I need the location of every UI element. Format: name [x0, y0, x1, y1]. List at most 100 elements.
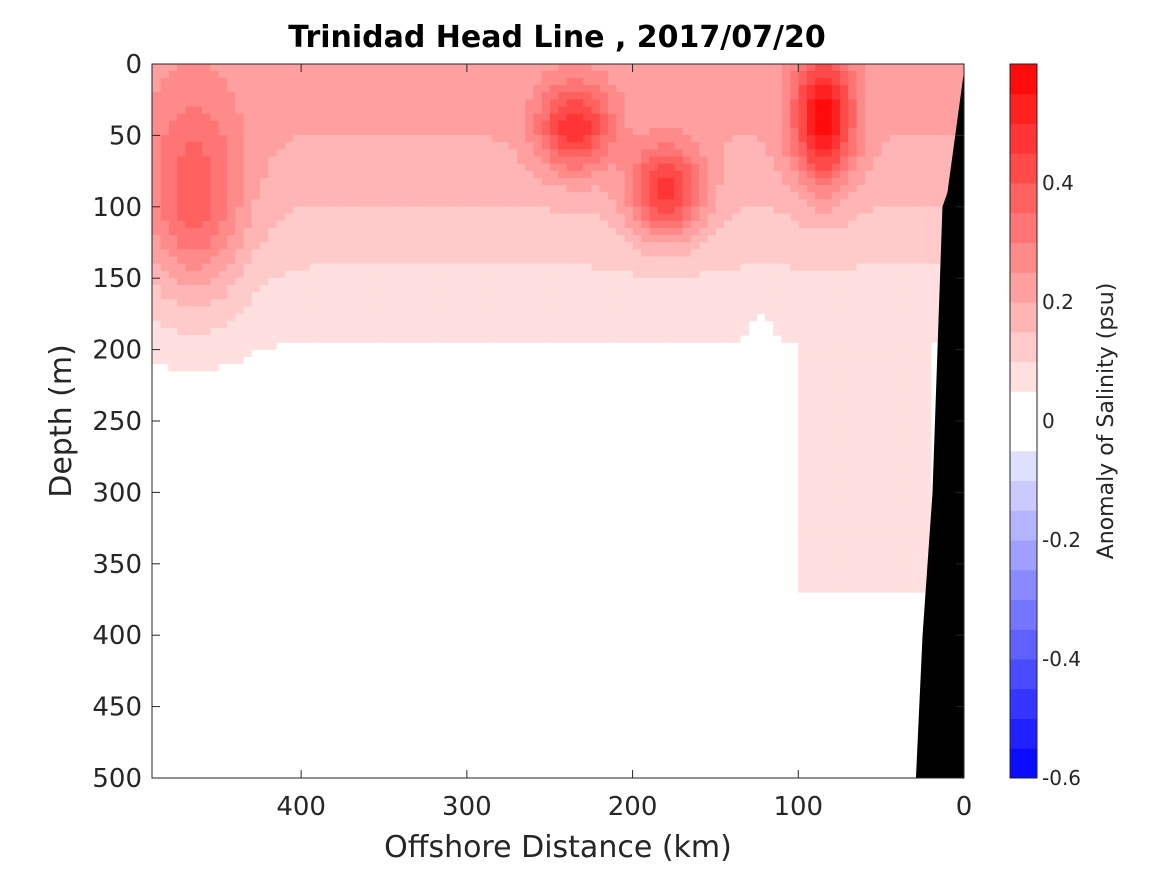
contour-cell	[864, 170, 874, 179]
contour-cell	[872, 406, 882, 415]
contour-cell	[855, 534, 865, 543]
contour-cell	[855, 177, 865, 186]
contour-cell	[922, 370, 932, 379]
contour-cell	[806, 449, 816, 457]
contour-cell	[640, 85, 650, 93]
contour-cell	[897, 456, 907, 465]
contour-cell	[300, 220, 310, 229]
contour-cell	[275, 285, 285, 293]
contour-cell	[284, 163, 294, 172]
contour-cell	[623, 242, 633, 250]
contour-cell	[425, 335, 435, 343]
contour-cell	[822, 306, 832, 315]
contour-cell	[524, 285, 534, 293]
contour-cell	[847, 142, 857, 150]
contour-cell	[433, 149, 443, 158]
contour-cell	[806, 370, 816, 379]
contour-cell	[391, 256, 401, 265]
contour-cell	[657, 149, 667, 158]
contour-cell	[889, 185, 899, 193]
contour-cell	[847, 199, 857, 208]
contour-cell	[499, 306, 509, 315]
contour-cell	[880, 470, 890, 479]
contour-cell	[905, 492, 915, 500]
contour-cell	[474, 106, 484, 115]
contour-cell	[797, 285, 807, 293]
contour-cell	[449, 120, 459, 129]
contour-cell	[342, 277, 352, 286]
contour-cell	[184, 135, 194, 143]
contour-cell	[797, 327, 807, 336]
contour-cell	[822, 277, 832, 286]
contour-cell	[400, 106, 410, 115]
contour-cell	[574, 242, 584, 250]
contour-cell	[938, 99, 948, 108]
contour-cell	[889, 527, 899, 536]
contour-cell	[847, 99, 857, 108]
contour-cell	[433, 285, 443, 293]
contour-cell	[325, 242, 335, 250]
contour-cell	[715, 277, 725, 286]
contour-cell	[897, 534, 907, 543]
contour-cell	[922, 342, 932, 350]
contour-cell	[773, 249, 783, 258]
contour-cell	[433, 127, 443, 136]
contour-cell	[764, 306, 774, 315]
contour-cell	[847, 420, 857, 429]
contour-cell	[905, 206, 915, 215]
contour-cell	[159, 77, 169, 86]
contour-cell	[425, 277, 435, 286]
contour-cell	[905, 149, 915, 158]
contour-cell	[814, 177, 824, 186]
contour-cell	[673, 70, 683, 79]
contour-cell	[483, 170, 493, 179]
contour-cell	[217, 285, 227, 293]
contour-cell	[723, 135, 733, 143]
contour-cell	[383, 106, 393, 115]
contour-cell	[756, 149, 766, 158]
contour-cell	[201, 213, 211, 222]
contour-cell	[781, 149, 791, 158]
contour-cell	[922, 434, 932, 443]
contour-cell	[350, 242, 360, 250]
contour-cell	[731, 120, 741, 129]
contour-cell	[913, 556, 923, 565]
contour-cell	[723, 85, 733, 93]
contour-cell	[632, 185, 642, 193]
contour-cell	[889, 420, 899, 429]
contour-cell	[350, 285, 360, 293]
contour-cell	[193, 192, 203, 200]
contour-cell	[764, 156, 774, 165]
contour-cell	[872, 156, 882, 165]
contour-cell	[889, 449, 899, 457]
contour-cell	[822, 149, 832, 158]
contour-cell	[524, 292, 534, 300]
contour-cell	[449, 235, 459, 243]
contour-cell	[905, 385, 915, 393]
contour-cell	[715, 156, 725, 165]
contour-cell	[441, 64, 451, 72]
contour-cell	[375, 85, 385, 93]
contour-cell	[789, 77, 799, 86]
contour-cell	[358, 85, 368, 93]
contour-cell	[176, 320, 186, 329]
contour-cell	[516, 77, 526, 86]
contour-cell	[839, 242, 849, 250]
contour-cell	[259, 235, 269, 243]
contour-cell	[275, 177, 285, 186]
contour-cell	[880, 206, 890, 215]
contour-cell	[922, 106, 932, 115]
contour-cell	[599, 220, 609, 229]
contour-cell	[582, 263, 592, 272]
contour-cell	[325, 85, 335, 93]
contour-cell	[441, 242, 451, 250]
contour-cell	[673, 306, 683, 315]
contour-cell	[814, 120, 824, 129]
contour-cell	[342, 242, 352, 250]
contour-cell	[441, 292, 451, 300]
contour-cell	[226, 106, 236, 115]
contour-cell	[781, 92, 791, 100]
contour-cell	[284, 199, 294, 208]
contour-cell	[839, 306, 849, 315]
contour-cell	[176, 206, 186, 215]
